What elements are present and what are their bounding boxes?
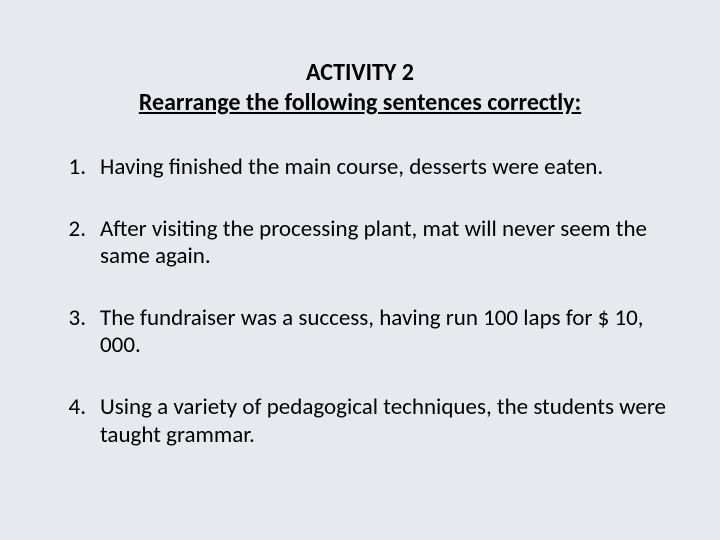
heading-line-1: ACTIVITY 2 [80,58,640,88]
item-number: 3. [60,305,94,333]
heading-line-2: Rearrange the following sentences correc… [80,88,640,118]
item-text: Having finished the main course, dessert… [94,154,674,182]
item-number: 2. [60,216,94,244]
list-item: 4. Using a variety of pedagogical techni… [60,394,674,449]
list-item: 2. After visiting the processing plant, … [60,216,674,271]
list-item: 1. Having finished the main course, dess… [60,154,674,182]
slide-heading: ACTIVITY 2 Rearrange the following sente… [40,58,680,118]
slide: ACTIVITY 2 Rearrange the following sente… [0,0,720,540]
item-number: 4. [60,394,94,422]
item-text: After visiting the processing plant, mat… [94,216,674,271]
list-item: 3. The fundraiser was a success, having … [60,305,674,360]
item-text: The fundraiser was a success, having run… [94,305,674,360]
item-text: Using a variety of pedagogical technique… [94,394,674,449]
item-number: 1. [60,154,94,182]
sentence-list: 1. Having finished the main course, dess… [40,154,680,449]
